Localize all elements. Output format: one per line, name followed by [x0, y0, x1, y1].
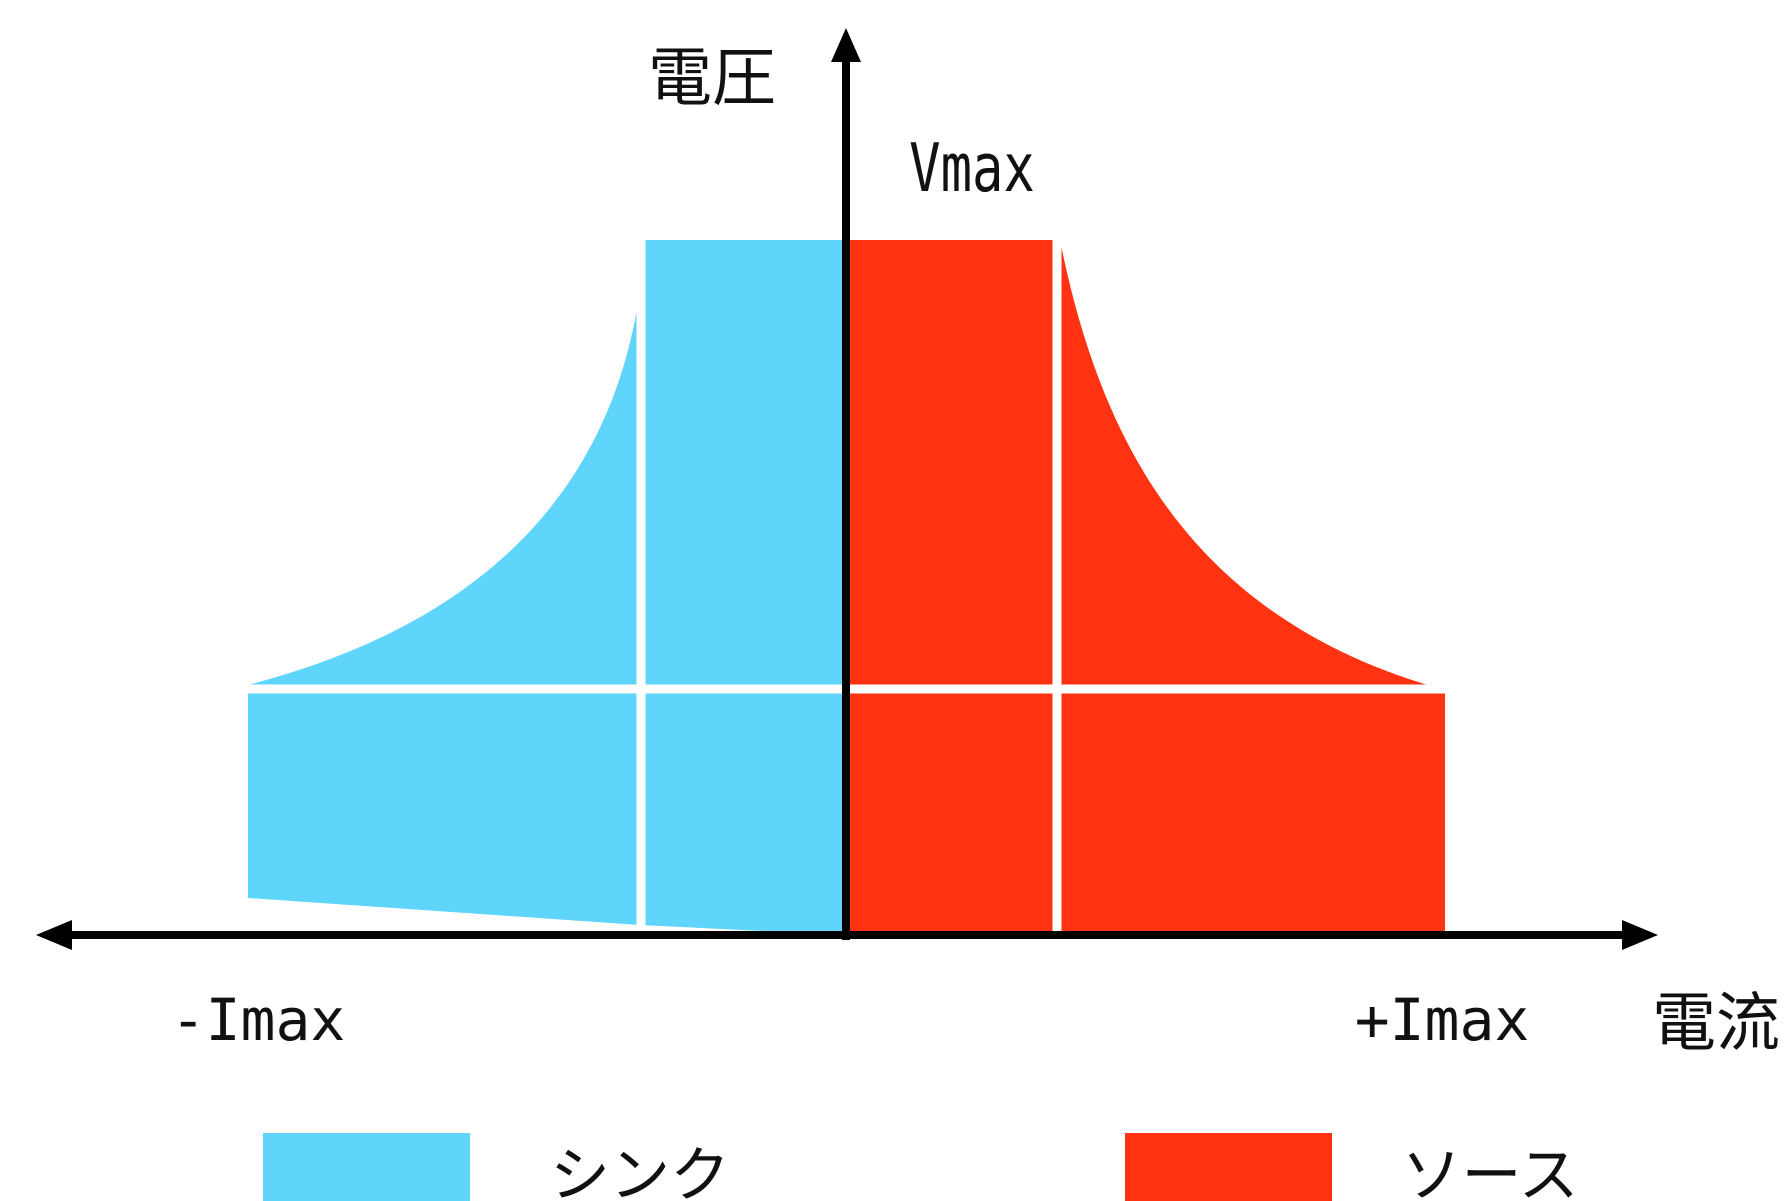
sink-region [248, 240, 846, 935]
legend-sink-label: シンク [550, 1141, 730, 1201]
legend-source-label: ソース [1402, 1141, 1579, 1201]
pos-imax-label: +Imax [1355, 986, 1530, 1054]
neg-imax-label: -Imax [171, 986, 346, 1054]
current-axis-right-arrow [1622, 920, 1658, 950]
current-axis-left-arrow [36, 920, 72, 950]
voltage-axis-label: 電圧 [648, 42, 776, 116]
legend: シンク ソース [263, 1133, 1579, 1201]
legend-sink-swatch [263, 1133, 470, 1201]
vmax-label: Vmax [909, 130, 1035, 208]
current-axis-label: 電流 [1652, 987, 1780, 1061]
source-region [846, 240, 1445, 935]
legend-source-swatch [1125, 1133, 1332, 1201]
voltage-axis-arrow [831, 28, 861, 62]
